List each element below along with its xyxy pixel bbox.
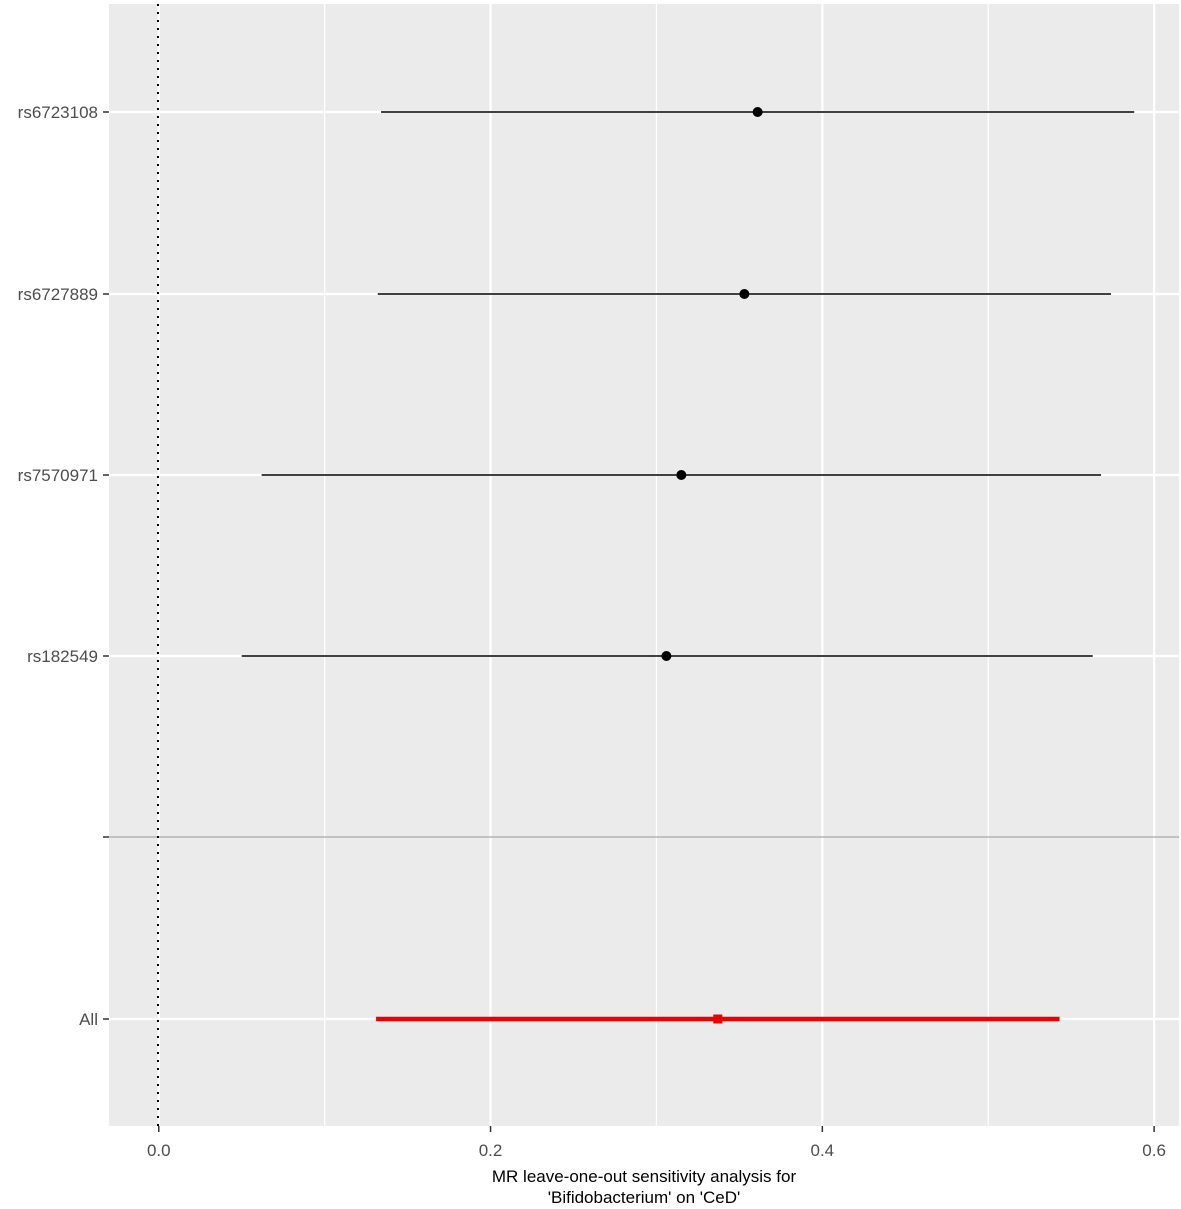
y-axis: rs6723108 rs6727889 rs7570971 rs182549 All: [18, 103, 109, 1029]
y-tick-label: All: [79, 1010, 98, 1029]
y-tick-label: rs7570971: [18, 466, 98, 485]
x-axis: 0.0 0.2 0.4 0.6: [147, 1126, 1166, 1160]
minor-gridlines: [324, 4, 989, 1126]
point-estimate: [739, 289, 750, 299]
x-tick-label: 0.6: [1142, 1141, 1166, 1160]
forest-marks: [241, 107, 1135, 1024]
point-estimate: [752, 107, 763, 117]
point-estimate: [713, 1014, 723, 1024]
plot-panel: [109, 4, 1179, 1126]
x-axis-title-line-2: 'Bifidobacterium' on 'CeD': [548, 1188, 741, 1207]
point-estimate: [661, 651, 672, 661]
point-estimate: [676, 470, 687, 480]
x-axis-title-line-1: MR leave-one-out sensitivity analysis fo…: [492, 1167, 797, 1186]
x-tick-label: 0.0: [147, 1141, 171, 1160]
y-tick-label: rs182549: [27, 647, 98, 666]
y-tick-label: rs6727889: [18, 285, 98, 304]
x-tick-label: 0.4: [811, 1141, 835, 1160]
y-tick-label: rs6723108: [18, 103, 98, 122]
x-tick-label: 0.2: [479, 1141, 503, 1160]
